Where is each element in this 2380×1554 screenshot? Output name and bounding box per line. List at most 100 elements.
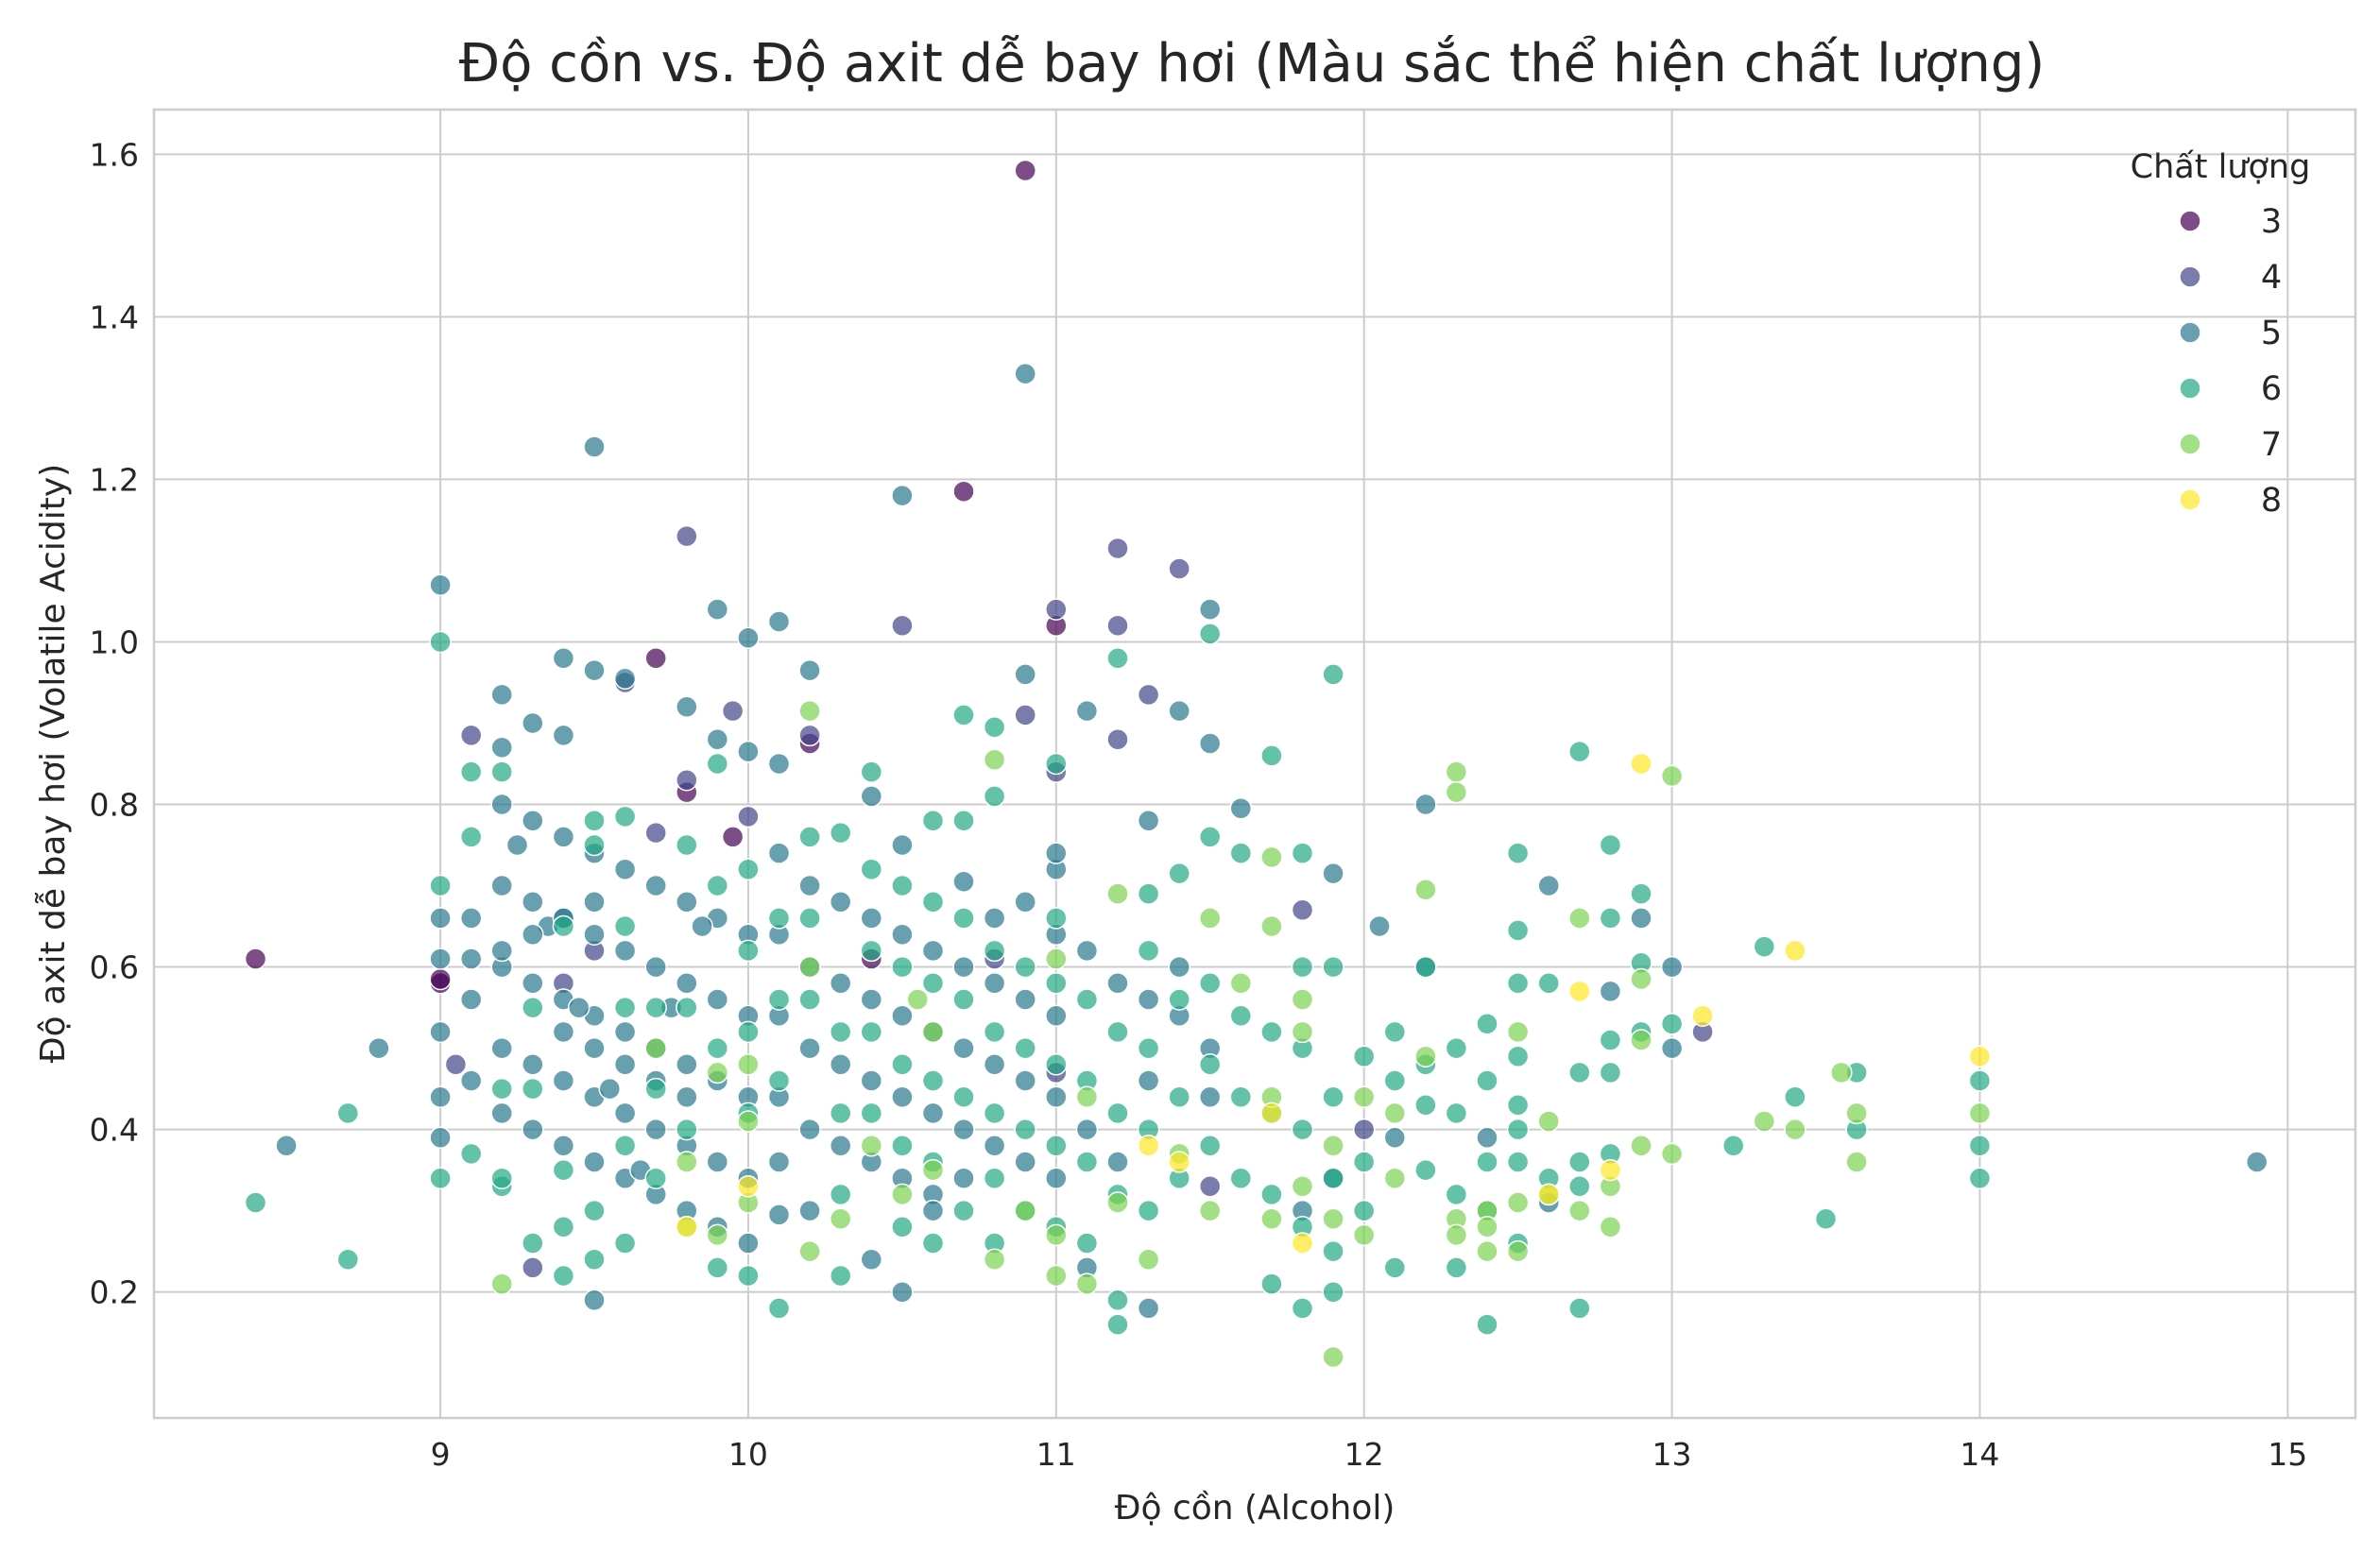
data-point-quality-5 — [490, 874, 513, 897]
data-point-quality-6 — [1198, 1135, 1222, 1157]
data-point-quality-8 — [676, 1216, 698, 1238]
data-point-quality-4 — [444, 1053, 468, 1076]
data-point-quality-6 — [891, 955, 914, 979]
data-point-quality-5 — [505, 833, 529, 857]
legend-label-quality-5: 5 — [2261, 315, 2282, 352]
data-point-quality-5 — [1137, 1069, 1160, 1092]
data-point-quality-5 — [798, 1118, 821, 1141]
legend-marker-quality-3 — [2179, 210, 2201, 232]
y-tick-label: 0.6 — [90, 949, 139, 986]
data-point-quality-5 — [798, 874, 821, 897]
data-point-quality-5 — [706, 727, 729, 751]
data-point-quality-5 — [952, 1118, 975, 1141]
data-point-quality-6 — [860, 1101, 883, 1125]
data-point-quality-7 — [1198, 1199, 1222, 1222]
data-point-quality-5 — [860, 988, 883, 1011]
data-point-quality-5 — [583, 1036, 606, 1060]
data-point-quality-6 — [1229, 1085, 1253, 1108]
data-point-quality-5 — [613, 1101, 637, 1125]
data-point-quality-5 — [490, 939, 513, 963]
data-point-quality-5 — [706, 1151, 729, 1173]
data-point-quality-5 — [275, 1135, 298, 1157]
data-point-quality-6 — [1014, 1036, 1036, 1060]
data-point-quality-4 — [522, 1256, 544, 1279]
data-point-quality-5 — [522, 890, 544, 914]
data-point-quality-6 — [429, 874, 452, 897]
data-point-quality-7 — [1537, 1110, 1560, 1133]
data-point-quality-5 — [1014, 890, 1036, 914]
data-point-quality-5 — [1045, 1085, 1068, 1108]
data-point-quality-6 — [1383, 1256, 1407, 1279]
data-point-quality-6 — [552, 914, 575, 938]
data-point-quality-5 — [921, 1101, 945, 1125]
data-point-quality-6 — [921, 1069, 945, 1092]
data-point-quality-6 — [1198, 1053, 1222, 1076]
legend-title: Chất lượng — [2131, 148, 2311, 186]
data-point-quality-7 — [1630, 1135, 1652, 1157]
data-point-quality-7 — [1660, 1142, 1684, 1166]
data-point-quality-4 — [1014, 704, 1036, 726]
data-point-quality-7 — [1106, 882, 1129, 905]
data-point-quality-5 — [1075, 699, 1099, 723]
data-point-quality-5 — [1137, 809, 1160, 832]
data-point-quality-6 — [1753, 935, 1776, 958]
data-point-quality-6 — [1352, 1045, 1376, 1067]
data-point-quality-7 — [1445, 780, 1468, 804]
data-point-quality-7 — [1568, 907, 1591, 930]
data-point-quality-8 — [1630, 752, 1652, 776]
data-point-quality-7 — [906, 988, 929, 1011]
data-point-quality-6 — [1968, 1069, 1992, 1092]
data-point-quality-5 — [952, 955, 975, 979]
data-point-quality-5 — [1014, 1151, 1036, 1173]
data-point-quality-6 — [737, 1264, 760, 1288]
data-point-quality-4 — [1045, 598, 1068, 621]
data-point-quality-6 — [490, 1167, 513, 1189]
data-point-quality-5 — [1168, 699, 1190, 723]
legend-marker-quality-4 — [2179, 265, 2201, 288]
data-point-quality-6 — [1322, 1167, 1344, 1189]
data-point-quality-7 — [891, 1183, 914, 1206]
data-point-quality-6 — [552, 1216, 575, 1238]
data-point-quality-7 — [1291, 1175, 1314, 1198]
data-point-quality-5 — [429, 907, 452, 930]
data-point-quality-6 — [1291, 1118, 1314, 1141]
data-point-quality-6 — [1168, 862, 1190, 885]
data-point-quality-5 — [1383, 1126, 1407, 1149]
data-point-quality-6 — [1198, 623, 1222, 645]
data-point-quality-6 — [921, 1232, 945, 1255]
data-point-quality-6 — [1014, 955, 1036, 979]
data-point-quality-6 — [1322, 1239, 1344, 1263]
data-point-quality-6 — [1476, 1151, 1498, 1173]
data-point-quality-4 — [721, 699, 745, 723]
data-point-quality-6 — [244, 1191, 267, 1214]
y-tick-label: 1.0 — [90, 623, 139, 660]
data-point-quality-5 — [459, 988, 483, 1011]
data-point-quality-5 — [767, 610, 791, 633]
data-point-quality-6 — [1506, 919, 1530, 942]
data-point-quality-6 — [336, 1248, 360, 1272]
data-point-quality-6 — [860, 858, 883, 881]
legend-entries: 3 4 5 6 7 8 — [2179, 203, 2282, 520]
data-point-quality-6 — [983, 1167, 1006, 1189]
data-point-quality-6 — [1137, 939, 1160, 963]
data-point-quality-6 — [1168, 1085, 1190, 1108]
data-point-quality-7 — [1352, 1223, 1376, 1247]
data-point-quality-6 — [1045, 1053, 1068, 1076]
data-point-quality-8 — [1599, 1158, 1622, 1182]
data-point-quality-5 — [2245, 1151, 2269, 1173]
data-point-quality-6 — [1476, 1013, 1498, 1035]
data-point-quality-6 — [1106, 646, 1129, 670]
data-point-quality-6 — [952, 1085, 975, 1108]
data-point-quality-6 — [1168, 988, 1190, 1011]
data-point-quality-8 — [1168, 1151, 1190, 1173]
data-point-quality-5 — [737, 626, 760, 649]
data-point-quality-6 — [891, 1053, 914, 1076]
data-point-quality-5 — [1106, 1151, 1129, 1173]
data-point-quality-8 — [737, 1175, 760, 1198]
data-point-quality-4 — [1106, 537, 1129, 560]
chart-title: Độ cồn vs. Độ axit dễ bay hơi (Màu sắc t… — [459, 33, 2046, 94]
data-point-quality-7 — [1506, 1191, 1530, 1214]
data-point-quality-5 — [522, 972, 544, 995]
data-point-quality-5 — [490, 1101, 513, 1125]
